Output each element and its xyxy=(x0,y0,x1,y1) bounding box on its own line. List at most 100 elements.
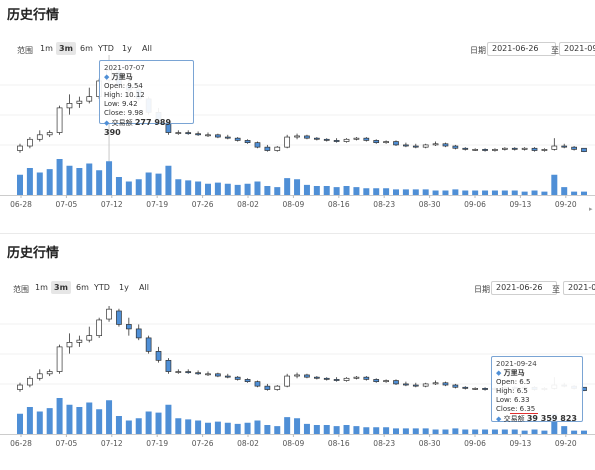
candle-body xyxy=(482,388,488,390)
volume-bar xyxy=(422,189,429,195)
range-button-1y[interactable]: 1y xyxy=(119,283,129,292)
volume-bar xyxy=(195,420,202,434)
range-button-1y[interactable]: 1y xyxy=(122,44,132,53)
volume-bar xyxy=(402,428,409,434)
candle-body xyxy=(66,103,73,109)
tooltip-close: 9.98 xyxy=(127,109,144,117)
range-button-1m[interactable]: 1m xyxy=(40,44,53,53)
volume-bar xyxy=(323,425,330,434)
volume-dot-icon: ◆ xyxy=(496,415,502,423)
candle-body xyxy=(323,138,330,141)
candle-body xyxy=(46,132,53,136)
candle-body xyxy=(571,146,577,150)
candle-body xyxy=(304,374,310,378)
x-tick-label: 08-09 xyxy=(283,200,305,209)
range-button-1m[interactable]: 1m xyxy=(35,283,48,292)
range-button-all[interactable]: All xyxy=(139,283,149,292)
tooltip-open-label: Open: xyxy=(496,378,518,386)
candle-body xyxy=(56,107,63,133)
volume-bar xyxy=(76,407,83,434)
range-button-ytd[interactable]: YTD xyxy=(98,44,114,53)
volume-bar xyxy=(551,413,558,434)
range-button-all[interactable]: All xyxy=(142,44,152,53)
volume-bar xyxy=(363,427,370,434)
volume-bar xyxy=(224,183,231,195)
x-tick-label: 07-12 xyxy=(101,200,123,209)
volume-dot-icon: ◆ xyxy=(104,119,110,127)
range-button-6m[interactable]: 6m xyxy=(76,283,89,292)
tooltip-high: 10.12 xyxy=(124,91,145,99)
candle-body xyxy=(155,351,162,361)
date-from-input[interactable]: 2021-06-26 xyxy=(491,281,557,295)
volume-bar xyxy=(234,423,241,434)
range-button-3m[interactable]: 3m xyxy=(56,42,76,55)
range-button-ytd[interactable]: YTD xyxy=(94,283,110,292)
volume-bar xyxy=(86,402,93,434)
volume-bar xyxy=(581,191,587,195)
scroll-right-icon[interactable]: ▸ xyxy=(589,206,593,213)
volume-bar xyxy=(452,189,459,195)
volume-bar xyxy=(115,416,122,434)
candle-body xyxy=(403,383,409,386)
volume-bar xyxy=(571,430,578,434)
candlestick-chart[interactable]: 06-28 07-05 07-12 07-19 07-26 08-02 08-09 08-16… xyxy=(0,55,595,230)
volume-bar xyxy=(66,165,73,195)
tooltip-low: 6.33 xyxy=(514,396,530,404)
x-tick-label: 08-23 xyxy=(373,439,395,448)
volume-bar xyxy=(195,181,202,195)
chart-tooltip: 2021-09-24 ◆ 万里马 Open: 6.5 High: 6.5 Low… xyxy=(491,356,583,423)
date-to-label: 至 xyxy=(552,285,560,294)
volume-bar xyxy=(511,429,518,434)
tooltip-volume-label: 交易额 xyxy=(503,415,525,423)
x-tick-label: 07-05 xyxy=(56,439,78,448)
volume-bar xyxy=(531,429,538,434)
candle-body xyxy=(106,308,112,320)
volume-bar xyxy=(422,428,429,434)
volume-bar xyxy=(264,186,271,195)
x-tick-label: 09-06 xyxy=(464,439,486,448)
volume-bar xyxy=(323,186,330,195)
candle-body xyxy=(343,377,350,381)
volume-bar xyxy=(66,404,73,434)
x-tick-label: 08-02 xyxy=(237,439,259,448)
volume-bar xyxy=(205,422,211,434)
date-to-input[interactable]: 2021-09 xyxy=(563,281,595,295)
volume-bar xyxy=(373,188,380,195)
candle-body xyxy=(363,376,370,380)
candle-body xyxy=(501,147,508,150)
volume-bar xyxy=(501,190,508,195)
volume-bar xyxy=(432,429,439,434)
candle-body xyxy=(383,141,389,144)
volume-bar xyxy=(26,168,33,195)
volume-bar xyxy=(106,161,113,195)
date-from-input[interactable]: 2021-06-26 xyxy=(487,42,556,56)
candle-body xyxy=(224,136,231,139)
candle-body xyxy=(17,145,23,151)
range-button-3m[interactable]: 3m xyxy=(51,281,71,294)
candle-body xyxy=(313,137,320,140)
range-label: 范围 xyxy=(17,46,33,55)
candle-body xyxy=(244,379,251,383)
x-tick-label: 08-30 xyxy=(419,439,441,448)
x-tick-label: 06-28 xyxy=(10,439,32,448)
volume-bar xyxy=(462,429,469,434)
volume-bar xyxy=(155,412,162,434)
volume-bar xyxy=(383,188,390,195)
volume-bar xyxy=(115,177,122,195)
volume-bar xyxy=(491,429,498,434)
volume-bar xyxy=(521,191,528,195)
range-button-6m[interactable]: 6m xyxy=(80,44,93,53)
candle-body xyxy=(343,138,350,142)
volume-bar xyxy=(442,429,449,434)
tooltip-volume-label: 交易额 xyxy=(111,119,133,127)
close-underline-mark xyxy=(510,413,538,414)
volume-bar xyxy=(294,418,301,434)
candle-body xyxy=(462,386,469,389)
date-to-input[interactable]: 2021-09 xyxy=(559,42,595,56)
volume-bar xyxy=(511,190,518,195)
candle-body xyxy=(393,141,399,146)
candle-body xyxy=(482,149,488,151)
candle-body xyxy=(333,379,340,381)
volume-bar xyxy=(56,159,63,195)
volume-bar xyxy=(353,187,360,195)
